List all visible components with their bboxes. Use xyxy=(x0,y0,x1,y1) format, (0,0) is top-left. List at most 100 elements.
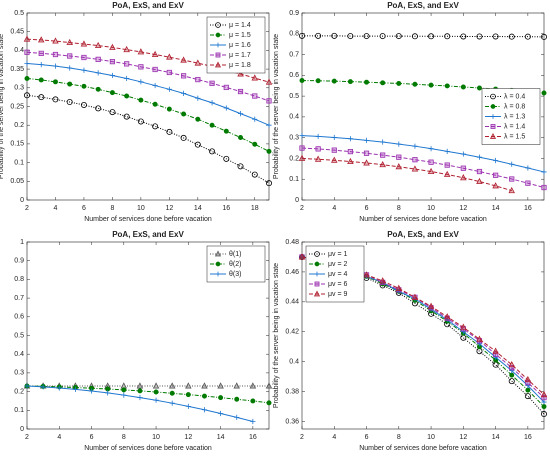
series-line xyxy=(301,147,545,189)
marker xyxy=(195,116,201,122)
panel: 0 0.05 0.1 0.15 0.2 0.25 0.3 0.35 0.4 0.45 0.5 2 4 6 8… xyxy=(0,1,273,223)
y-tick-label: 0.05 xyxy=(10,178,24,185)
marker xyxy=(443,313,451,320)
marker xyxy=(428,33,435,40)
panel: 0.36 0.38 0.4 0.42 0.44 0.46 0.48 2 4 6 8 10 12 14 16 P… xyxy=(273,230,548,452)
marker xyxy=(460,151,466,157)
marker xyxy=(94,41,102,49)
marker xyxy=(540,390,548,398)
marker xyxy=(234,396,240,402)
marker xyxy=(509,161,515,167)
y-tick-label: 0.9 xyxy=(14,258,24,265)
marker xyxy=(136,382,144,389)
marker xyxy=(379,277,386,284)
x-tick-label: 8 xyxy=(397,205,401,212)
x-tick-label: 10 xyxy=(427,434,435,441)
x-tick-label: 14 xyxy=(217,434,225,441)
legend: θ(1) θ(2) θ(3) xyxy=(206,245,266,283)
marker xyxy=(109,59,116,65)
marker xyxy=(347,148,354,155)
marker xyxy=(364,79,370,85)
marker xyxy=(66,38,73,46)
marker xyxy=(138,64,144,70)
x-tick-label: 16 xyxy=(524,205,532,212)
marker xyxy=(194,59,202,66)
marker xyxy=(476,154,483,160)
marker xyxy=(217,382,224,389)
marker xyxy=(195,95,201,101)
marker xyxy=(411,165,419,172)
legend-label: μ = 1.7 xyxy=(229,52,251,59)
marker xyxy=(541,404,547,410)
marker xyxy=(492,347,499,354)
legend-marker xyxy=(215,261,221,267)
marker xyxy=(24,49,30,55)
legend: λ = 0.4 λ = 0.8 λ = 1.3 λ = 1.4 λ = 1.5 xyxy=(481,88,541,145)
legend-marker xyxy=(490,124,496,129)
x-tick-label: 16 xyxy=(524,434,532,441)
marker xyxy=(109,72,116,79)
marker xyxy=(444,33,451,40)
marker xyxy=(460,329,466,335)
x-tick-label: 12 xyxy=(459,434,467,441)
legend-label: μv = 4 xyxy=(328,271,348,278)
marker xyxy=(185,382,192,389)
x-tick-label: 2 xyxy=(300,434,304,441)
y-tick-label: 0.45 xyxy=(10,29,24,36)
marker xyxy=(395,163,403,170)
marker xyxy=(201,407,208,413)
marker xyxy=(180,73,187,79)
marker xyxy=(540,33,547,40)
y-tick-label: 0.6 xyxy=(289,72,299,79)
marker xyxy=(509,372,515,378)
marker xyxy=(105,390,111,396)
marker xyxy=(137,118,144,125)
series-line xyxy=(301,135,545,173)
legend-label: μv = 9 xyxy=(328,291,348,298)
marker xyxy=(524,375,532,383)
marker xyxy=(541,90,547,96)
marker xyxy=(493,157,499,164)
marker xyxy=(152,82,158,89)
x-tick-label: 10 xyxy=(152,434,160,441)
y-tick-label: 0.3 xyxy=(14,85,24,92)
marker xyxy=(363,271,370,278)
marker xyxy=(250,398,256,404)
marker xyxy=(194,141,201,148)
legend-marker xyxy=(490,114,496,119)
panel: 00.10.20.30.40.50.60.70.80.912 4 6 8 10 12 14 1… xyxy=(14,230,273,452)
marker xyxy=(152,101,158,107)
marker xyxy=(238,135,244,141)
chart-title: PoA, ExS, and ExV xyxy=(112,230,184,239)
marker xyxy=(525,383,531,389)
marker xyxy=(123,45,130,53)
marker xyxy=(67,65,73,71)
marker xyxy=(24,60,30,67)
legend-marker xyxy=(490,104,496,109)
marker xyxy=(427,167,435,175)
marker xyxy=(81,67,87,73)
marker xyxy=(508,378,515,385)
marker xyxy=(52,79,58,85)
marker xyxy=(209,80,215,86)
legend-label: λ = 0.8 xyxy=(504,103,525,110)
chart-title: PoA, ExS, and ExV xyxy=(112,1,184,10)
marker xyxy=(509,368,515,374)
marker xyxy=(509,176,515,182)
legend: μv = 1 μv = 2 μv = 4 μv = 6 μv = 9 xyxy=(305,245,365,303)
x-tick-label: 4 xyxy=(332,205,336,212)
marker xyxy=(476,85,482,91)
marker xyxy=(444,83,450,89)
marker xyxy=(233,382,240,389)
x-tick-label: 6 xyxy=(365,434,369,441)
marker xyxy=(460,165,466,171)
legend-marker xyxy=(215,42,221,48)
marker xyxy=(234,414,240,421)
marker xyxy=(428,82,434,88)
legend-marker xyxy=(489,133,497,139)
marker xyxy=(180,56,187,63)
marker xyxy=(460,33,467,40)
marker xyxy=(428,159,434,165)
y-tick-label: 0.4 xyxy=(289,114,299,121)
x-axis-label: Number of services done before vacation xyxy=(84,445,212,452)
